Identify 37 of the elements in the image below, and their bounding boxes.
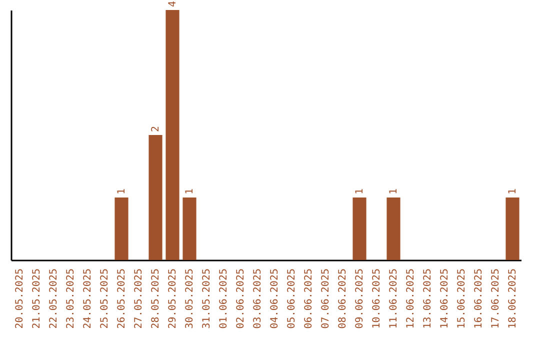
data-label: 1 [388, 188, 400, 194]
x-tick-label: 05.06.2025 [286, 268, 298, 329]
x-tick-label: 29.05.2025 [168, 268, 178, 329]
x-tick-label: 27.05.2025 [134, 268, 144, 329]
x-tick-label: 22.05.2025 [48, 268, 60, 329]
x-tick-label: 14.06.2025 [440, 268, 450, 329]
x-tick-label: 04.06.2025 [270, 268, 280, 329]
x-tick-label: 21.05.2025 [32, 268, 42, 329]
x-tick-label: 06.06.2025 [304, 268, 314, 329]
x-tick-label: 24.05.2025 [82, 268, 94, 329]
x-tick-label: 25.05.2025 [100, 268, 110, 329]
x-tick-label: 20.05.2025 [14, 268, 26, 329]
x-tick-label: 16.06.2025 [474, 268, 484, 329]
x-tick-label: 31.05.2025 [202, 268, 212, 329]
x-tick-label: 17.06.2025 [490, 268, 502, 329]
x-tick-label: 23.05.2025 [66, 268, 76, 329]
x-tick-label: 13.06.2025 [422, 268, 434, 329]
x-tick-label: 01.06.2025 [218, 268, 230, 329]
x-tick-label: 10.06.2025 [372, 268, 382, 329]
data-label: 1 [354, 188, 366, 194]
data-label: 4 [168, 0, 178, 7]
x-tick-label: 26.05.2025 [116, 268, 128, 329]
x-tick-label: 11.06.2025 [388, 268, 400, 329]
x-tick-label: 18.06.2025 [508, 268, 518, 329]
x-tick-label: 12.06.2025 [406, 268, 416, 329]
x-tick-label: 03.06.2025 [252, 268, 264, 329]
x-tick-label: 08.06.2025 [338, 268, 348, 329]
data-label: 2 [150, 126, 162, 132]
data-label: 1 [184, 188, 196, 194]
x-tick-label: 30.05.2025 [184, 268, 196, 329]
x-tick-label: 15.06.2025 [456, 268, 468, 329]
data-label: 1 [508, 188, 518, 194]
x-tick-label: 09.06.2025 [354, 268, 366, 329]
data-label: 1 [116, 188, 128, 194]
x-tick-label: 02.06.2025 [236, 268, 246, 329]
x-tick-label: 28.05.2025 [150, 268, 162, 329]
x-tick-label: 07.06.2025 [320, 268, 332, 329]
